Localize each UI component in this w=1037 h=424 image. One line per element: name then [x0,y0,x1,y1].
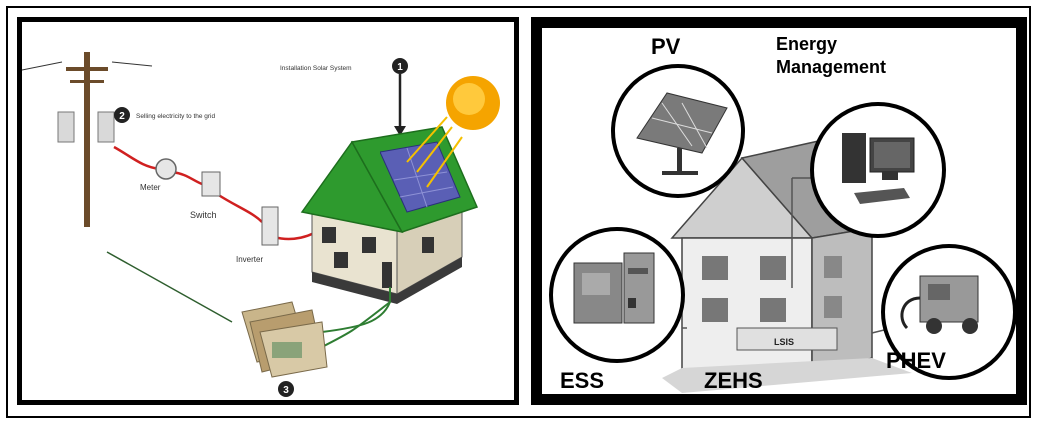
selling-label: Selling electricity to the grid [136,113,216,120]
outer-frame [6,6,1031,418]
wire-meter-switch [171,170,203,186]
ess-circle [549,227,685,363]
meter-label: Meter [140,183,161,192]
ess-label: ESS [560,368,604,393]
step-2-badge [114,107,130,123]
phev-label: PHEV [886,348,946,373]
zehs-illustration: LSIS PV [549,34,1017,393]
installation-label: Installation Solar System [280,65,352,72]
wire-switch-inverter [216,192,263,223]
switch-label: Switch [190,210,217,220]
money-icon [241,301,328,378]
phev-circle [881,244,1017,380]
inverter-icon [261,206,279,246]
energy-management-circle [810,102,946,238]
meter-icon [155,158,177,180]
building-plate: LSIS [774,337,794,347]
solar-system-illustration: 2 Selling electricity to the grid Meter … [22,52,500,397]
pv-label: PV [651,34,681,59]
solar-system-panel: 2 Selling electricity to the grid Meter … [17,17,519,405]
house-icon [300,126,479,304]
wire-pole-meter [113,145,161,171]
solar-rays [406,116,463,188]
switch-icon [201,171,221,197]
step-3-number: 3 [283,385,289,396]
pv-circle [611,64,745,198]
zehs-panel: LSIS PV [531,17,1027,405]
grid-line [106,251,233,323]
step-3-badge [278,381,294,397]
step-1-number: 1 [397,62,403,73]
step-1-badge [392,58,408,74]
inverter-label: Inverter [236,255,263,264]
step-2-number: 2 [119,111,125,122]
management-label: Management [776,57,886,77]
zehs-label: ZEHS [704,368,763,393]
energy-label: Energy [776,34,837,54]
utility-pole-icon [22,52,153,227]
zehs-canvas: LSIS PV [542,28,1017,394]
